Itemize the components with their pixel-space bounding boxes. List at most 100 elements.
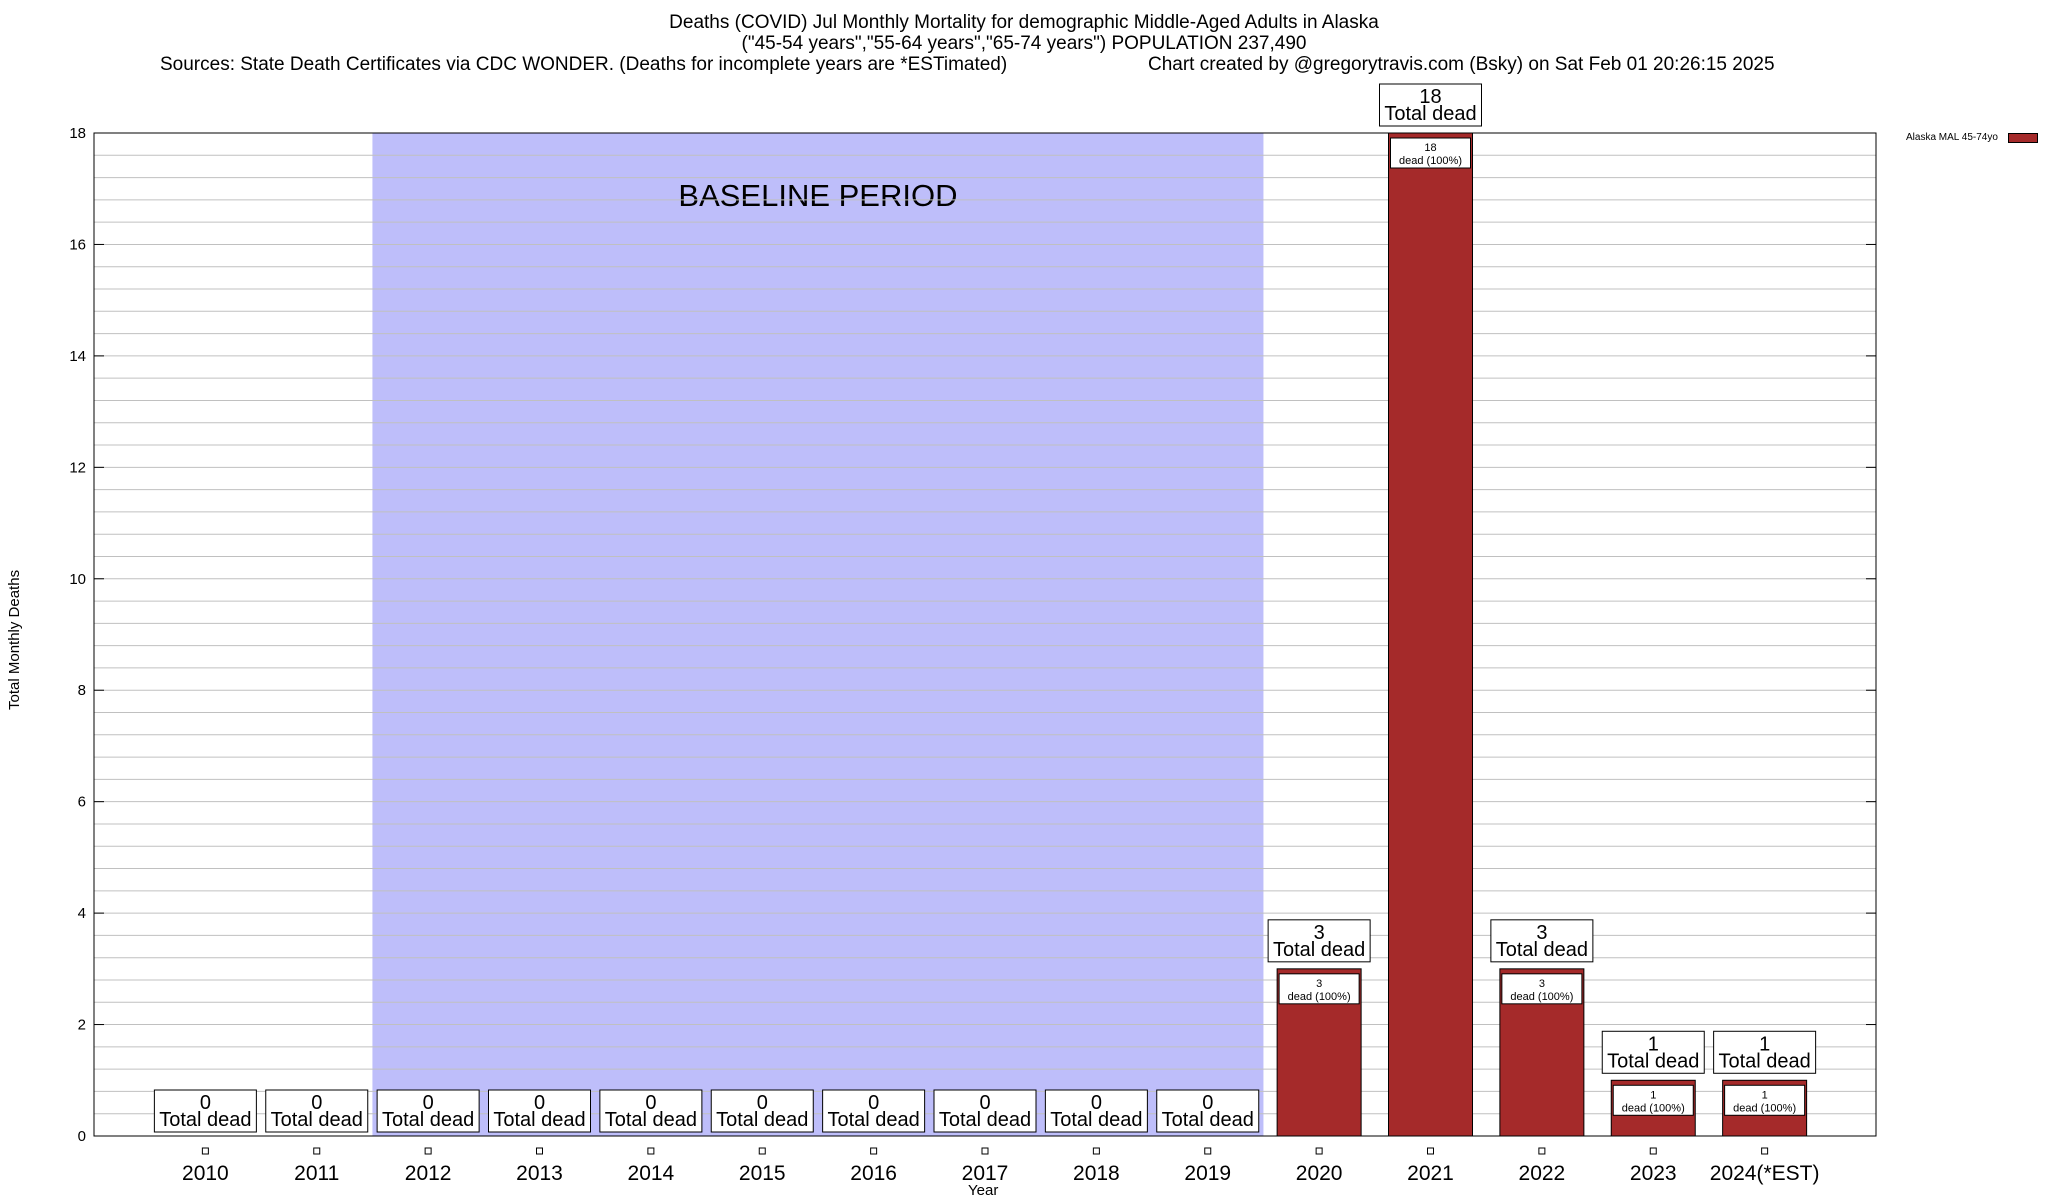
bar-inner-value: 3: [1539, 978, 1545, 990]
x-marker: [424, 1147, 432, 1155]
total-label-box: [822, 1089, 926, 1133]
sources-note: Sources: State Death Certificates via CD…: [160, 54, 1008, 75]
total-suffix: Total dead: [1273, 939, 1365, 961]
total-label-box: [1267, 919, 1371, 963]
x-marker: [536, 1147, 543, 1155]
total-value: 0: [423, 1092, 434, 1114]
y-tick-label: 12: [69, 459, 86, 476]
total-label-box: [376, 1089, 480, 1133]
bar-inner-label-box: [1724, 1084, 1806, 1116]
total-value: 3: [1314, 922, 1325, 944]
x-tick-label: 2023: [1630, 1162, 1677, 1185]
x-marker: [201, 1147, 209, 1155]
total-suffix: Total dead: [939, 1109, 1031, 1131]
total-label-box: [153, 1089, 257, 1133]
total-label-box: [1490, 919, 1594, 963]
bar-inner-value: 3: [1316, 978, 1322, 990]
x-tick-label: 2018: [1073, 1162, 1120, 1185]
x-marker: [1315, 1147, 1323, 1155]
x-tick-label: 2024(*EST): [1710, 1162, 1820, 1185]
total-label-box: [1713, 1030, 1817, 1074]
x-tick-label: 2022: [1519, 1162, 1566, 1185]
x-tick-label: 2020: [1296, 1162, 1343, 1185]
bar-inner-suffix: dead (100%): [1733, 1102, 1796, 1114]
bar-inner-suffix: dead (100%): [1622, 1102, 1685, 1114]
legend-swatch: [2007, 132, 2038, 143]
total-suffix: Total dead: [605, 1109, 697, 1131]
total-label-box: [710, 1089, 814, 1133]
total-label-box: [265, 1089, 369, 1133]
x-tick-label: 2015: [739, 1162, 786, 1185]
total-value: 0: [757, 1092, 768, 1114]
total-label-box: [1044, 1089, 1148, 1133]
title-line-1: Deaths (COVID) Jul Monthly Mortality for…: [669, 12, 1379, 33]
y-tick-label: 6: [78, 794, 86, 811]
x-marker: [870, 1147, 878, 1155]
total-suffix: Total dead: [716, 1109, 808, 1131]
y-tick-label: 14: [69, 348, 86, 365]
x-tick-label: 2016: [850, 1162, 897, 1185]
total-value: 0: [979, 1092, 990, 1114]
total-suffix: Total dead: [271, 1109, 363, 1131]
total-suffix: Total dead: [1050, 1109, 1142, 1131]
x-marker: [1427, 1147, 1434, 1155]
total-suffix: Total dead: [1718, 1050, 1810, 1072]
title-line-2: ("45-54 years","55-64 years","65-74 year…: [741, 33, 1307, 54]
total-label-box: [1379, 83, 1482, 127]
total-value: 0: [1202, 1092, 1213, 1114]
x-tick-label: 2021: [1407, 1162, 1454, 1185]
x-marker: [313, 1147, 321, 1155]
x-marker: [981, 1147, 989, 1155]
x-marker: [1538, 1147, 1546, 1155]
y-axis-label: Total Monthly Deaths: [6, 569, 23, 710]
y-tick-label: 10: [69, 571, 86, 588]
total-suffix: Total dead: [827, 1109, 919, 1131]
bar-inner-label-box: [1390, 137, 1471, 169]
bar-inner-suffix: dead (100%): [1288, 991, 1351, 1003]
x-marker: [1761, 1147, 1769, 1155]
total-label-box: [1156, 1089, 1260, 1133]
total-suffix: Total dead: [1607, 1050, 1699, 1072]
plot-frame: [93, 132, 1877, 1137]
bar: [1388, 132, 1473, 1137]
x-tick-label: 2017: [962, 1162, 1009, 1185]
total-suffix: Total dead: [1384, 103, 1476, 125]
chart-credit: Chart created by @gregorytravis.com (Bsk…: [1148, 54, 1775, 75]
bar-inner-value: 1: [1762, 1089, 1768, 1101]
total-value: 0: [868, 1092, 879, 1114]
x-marker: [1092, 1147, 1100, 1155]
total-label-box: [488, 1089, 591, 1133]
total-value: 1: [1759, 1033, 1770, 1055]
y-tick-label: 2: [78, 1017, 86, 1034]
total-value: 18: [1419, 86, 1441, 108]
bar-inner-value: 1: [1650, 1089, 1656, 1101]
total-value: 3: [1536, 922, 1547, 944]
total-value: 0: [311, 1092, 322, 1114]
x-tick-label: 2019: [1184, 1162, 1231, 1185]
total-suffix: Total dead: [493, 1109, 585, 1131]
total-value: 0: [534, 1092, 545, 1114]
total-label-box: [933, 1089, 1037, 1133]
total-value: 0: [200, 1092, 211, 1114]
bar-inner-suffix: dead (100%): [1510, 991, 1573, 1003]
baseline-region: [372, 133, 1264, 1136]
y-tick-label: 16: [69, 236, 86, 253]
y-tick-label: 0: [78, 1128, 86, 1145]
legend: Alaska MAL 45-74yo: [1906, 132, 2038, 143]
total-value: 0: [1091, 1092, 1102, 1114]
x-marker: [647, 1147, 655, 1155]
bar-inner-label-box: [1612, 1084, 1694, 1116]
bar-inner-value: 18: [1424, 142, 1436, 154]
baseline-label: BASELINE PERIOD: [678, 178, 957, 213]
x-tick-label: 2014: [628, 1162, 675, 1185]
total-value: 0: [645, 1092, 656, 1114]
x-tick-label: 2011: [294, 1162, 339, 1185]
total-value: 1: [1648, 1033, 1659, 1055]
y-tick-label: 8: [78, 682, 86, 699]
chart-title: Deaths (COVID) Jul Monthly Mortality for…: [0, 12, 2048, 54]
total-label-box: [1601, 1030, 1705, 1074]
total-label-box: [599, 1089, 703, 1133]
total-suffix: Total dead: [382, 1109, 474, 1131]
x-tick-label: 2013: [516, 1162, 563, 1185]
